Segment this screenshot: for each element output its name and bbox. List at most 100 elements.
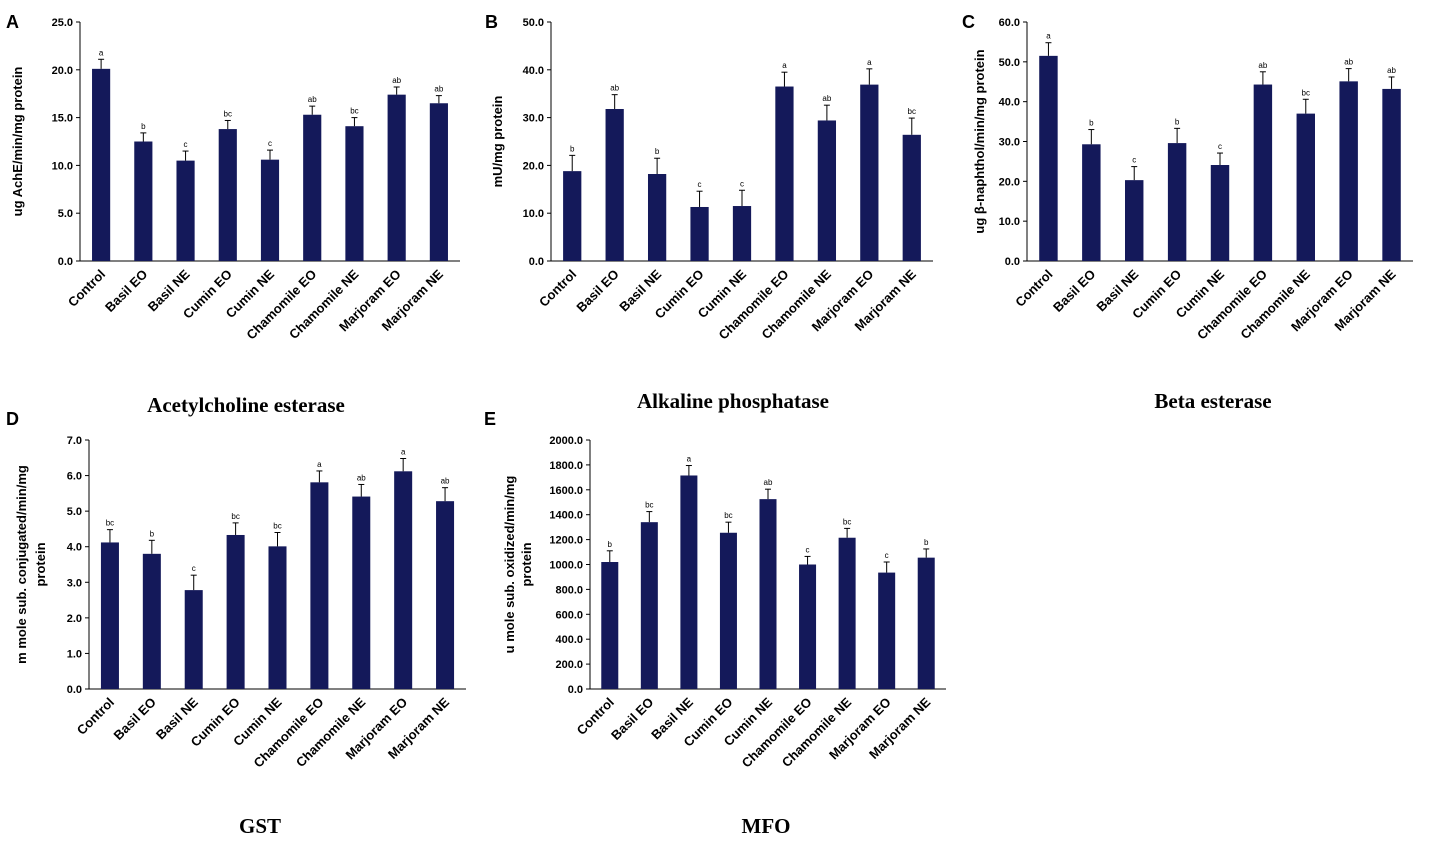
bar: [647, 174, 667, 261]
panel-letter: E: [484, 409, 496, 429]
bar: [860, 84, 879, 261]
y-tick-label: 600.0: [555, 609, 583, 621]
y-tick-label: 6.0: [67, 471, 82, 483]
panel-title: Beta esterase: [1154, 389, 1271, 413]
significance-label: ab: [308, 95, 317, 104]
panel-title: MFO: [742, 814, 791, 838]
significance-label: ab: [822, 94, 831, 103]
bar: [387, 94, 406, 261]
y-tick-label: 15.0: [52, 113, 73, 125]
panel-letter: C: [962, 12, 975, 32]
y-tick-label: 25.0: [52, 17, 73, 29]
chart-panel-b: B 0.0 10.0 20.0 30.0 40.0 50.0 mU/mg protein b Co…: [485, 12, 933, 413]
y-tick-label: 5.0: [58, 208, 73, 220]
bar: [759, 499, 777, 689]
y-tick-label: 10.0: [999, 216, 1020, 228]
significance-label: ab: [1258, 61, 1267, 70]
significance-label: ab: [357, 473, 366, 482]
bar: [92, 68, 111, 262]
bar: [1339, 81, 1358, 261]
bar: [226, 534, 245, 689]
y-tick-label: 800.0: [555, 584, 583, 596]
x-tick-label: Chamomile NE: [779, 694, 855, 770]
y-tick-label: 10.0: [52, 160, 73, 172]
y-tick-label: 1400.0: [549, 510, 583, 522]
significance-label: a: [317, 460, 322, 469]
y-tick-label: 30.0: [999, 137, 1020, 149]
bar: [176, 160, 195, 261]
y-axis-label: ug AchE/min/mg protein: [10, 67, 25, 217]
bar: [719, 532, 737, 689]
panel-title: GST: [239, 814, 281, 838]
x-tick-label: Basil EO: [102, 267, 150, 315]
x-tick-label: Basil EO: [608, 695, 656, 743]
bar: [1125, 180, 1144, 261]
y-tick-label: 200.0: [555, 659, 583, 671]
significance-label: ab: [764, 478, 773, 487]
bar: [563, 171, 582, 261]
bar: [436, 501, 455, 689]
panel-title: Acetylcholine esterase: [147, 393, 345, 417]
bar: [640, 522, 658, 689]
significance-label: b: [924, 538, 929, 547]
significance-label: b: [570, 144, 575, 153]
significance-label: c: [184, 140, 188, 149]
significance-label: a: [99, 48, 104, 57]
significance-label: ab: [1387, 66, 1396, 75]
significance-label: ab: [392, 76, 401, 85]
y-axis-label-line: u mole sub. oxidized/min/mg: [502, 476, 517, 654]
bar: [817, 120, 837, 261]
bar: [690, 206, 709, 261]
bar: [902, 134, 921, 261]
panel-letter: A: [6, 12, 19, 32]
bar: [838, 537, 856, 689]
bar: [303, 114, 322, 262]
y-tick-label: 2.0: [67, 613, 82, 625]
significance-label: c: [806, 545, 810, 554]
bar: [601, 562, 619, 689]
bar: [680, 475, 698, 689]
y-axis-label: mU/mg protein: [490, 96, 505, 188]
significance-label: bc: [843, 517, 851, 526]
bar: [310, 482, 329, 689]
bar: [352, 496, 371, 689]
significance-label: b: [608, 540, 613, 549]
x-tick-label: Basil EO: [573, 267, 621, 315]
significance-label: c: [268, 139, 272, 148]
significance-label: bc: [724, 511, 732, 520]
significance-label: b: [1175, 117, 1180, 126]
significance-label: c: [192, 564, 196, 573]
bar: [218, 129, 237, 261]
bar: [100, 542, 119, 689]
y-tick-label: 4.0: [67, 542, 82, 554]
bar: [1039, 55, 1058, 261]
bar: [260, 159, 280, 261]
significance-label: a: [401, 447, 406, 456]
y-axis-label-line: protein: [33, 542, 48, 586]
bar: [605, 108, 624, 261]
y-tick-label: 50.0: [523, 17, 544, 29]
significance-label: a: [867, 58, 872, 67]
significance-label: bc: [350, 107, 358, 116]
chart-panel-d: D 0.0 1.0 2.0 3.0 4.0 5.0 6.0 7.0 m mole sub. con…: [6, 409, 466, 838]
bar: [1382, 88, 1401, 261]
y-tick-label: 1200.0: [549, 535, 583, 547]
y-tick-label: 3.0: [67, 577, 82, 589]
bar: [142, 553, 161, 689]
y-tick-label: 20.0: [52, 65, 73, 77]
bar: [394, 471, 413, 689]
chart-panel-a: A 0.0 5.0 10.0 15.0 20.0 25.0 ug AchE/min/mg pr…: [6, 12, 460, 417]
y-tick-label: 1600.0: [549, 485, 583, 497]
y-axis-label-line: protein: [519, 542, 534, 586]
x-tick-label: Control: [1012, 267, 1055, 310]
significance-label: c: [1132, 156, 1136, 165]
significance-label: bc: [1302, 88, 1310, 97]
bar: [1210, 165, 1230, 261]
y-tick-label: 30.0: [523, 113, 544, 125]
significance-label: c: [698, 180, 702, 189]
x-tick-label: Basil EO: [111, 695, 159, 743]
y-tick-label: 20.0: [999, 176, 1020, 188]
significance-label: ab: [434, 85, 443, 94]
bar: [345, 126, 364, 261]
